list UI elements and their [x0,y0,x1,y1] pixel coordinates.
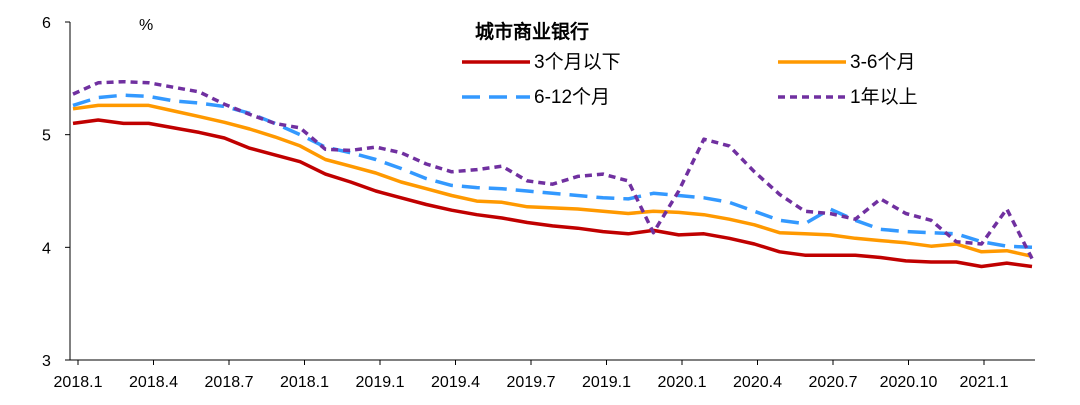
y-tick-label: 4 [42,240,51,257]
legend-label-0: 3个月以下 [534,51,621,73]
x-tick-label: 2019.1 [582,374,631,391]
legend-label-3: 1年以上 [850,86,918,108]
x-tick-label: 2019.1 [356,374,405,391]
x-tick-label: 2018.1 [280,374,329,391]
y-tick-label: 3 [42,353,51,370]
x-tick-label: 2020.4 [733,374,782,391]
legend: 3个月以下 3-6个月 6-12个月 1年以上 [462,51,918,108]
y-tick-label: 5 [42,128,51,145]
series-layer [72,79,1034,269]
x-tick-label: 2020.7 [809,374,858,391]
x-tick-label: 2018.1 [54,374,103,391]
x-tick-label: 2019.7 [507,374,556,391]
x-tick-label: 2020.1 [658,374,707,391]
legend-label-1: 3-6个月 [850,51,915,73]
series-line-3 [72,79,1034,260]
x-tick-label: 2020.10 [880,374,938,391]
series-line-0 [72,118,1033,269]
axes: 3 4 5 6 2018.1 2018.4 2018.7 2018.1 2019.1 2019.4… [42,15,1035,391]
x-tick-label: 2019.4 [431,374,480,391]
x-tick-label: 2018.7 [205,374,254,391]
chart-title: 城市商业银行 [475,20,589,43]
series-line-2 [72,93,1033,250]
x-tick-label: 2018.4 [129,374,178,391]
legend-label-2: 6-12个月 [534,86,610,108]
y-tick-label: 6 [42,15,51,32]
x-tick-label: 2021.1 [960,374,1009,391]
series-line-1 [72,103,1033,259]
unit-label: % [139,17,153,34]
